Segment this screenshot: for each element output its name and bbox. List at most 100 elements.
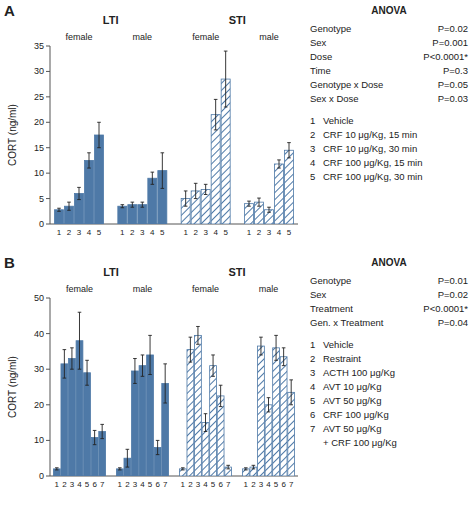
x-tick-label: 3 (267, 228, 272, 237)
x-tick-label: 4 (213, 228, 218, 237)
error-bar (247, 201, 251, 206)
x-tick-label: 2 (188, 480, 193, 489)
x-tick-label: 4 (87, 228, 92, 237)
figure: A05101520253035CORT (ng/ml)12345female12… (0, 0, 474, 505)
y-tick-label: 0 (39, 219, 44, 229)
anova-label: Genotype x Dose (310, 79, 383, 90)
key-label: CRF 100 μg/Kg, 30 min (323, 171, 422, 182)
error-bar (156, 440, 160, 454)
key-number: 2 (310, 129, 315, 140)
y-tick-label: 20 (34, 117, 44, 127)
y-tick-label: 5 (39, 194, 44, 204)
y-tick (46, 71, 50, 72)
key-number: 5 (310, 171, 315, 182)
error-bar (289, 380, 293, 405)
x-tick-label: 7 (289, 480, 294, 489)
x-tick-label: 5 (287, 228, 292, 237)
x-tick-label: 3 (259, 480, 264, 489)
key-label: CRF 10 μg/Kg, 30 min (323, 143, 417, 154)
error-bar (141, 202, 145, 207)
x-tick-label: 4 (140, 480, 145, 489)
error-bar (257, 198, 261, 206)
anova-value: P<0.0001* (423, 303, 468, 314)
x-tick-label: 5 (160, 228, 165, 237)
error-bar (67, 202, 71, 210)
key-label: Vehicle (323, 115, 354, 126)
error-bar (126, 449, 130, 467)
anova-label: Treatment (310, 303, 353, 314)
error-bar (93, 430, 97, 444)
x-tick-label: 1 (57, 228, 62, 237)
y-tick-label: 35 (34, 41, 44, 51)
anova-label: Dose (310, 51, 332, 62)
x-tick-label: 2 (62, 480, 67, 489)
error-bar (70, 348, 74, 369)
anova-value: P=0.001 (432, 37, 468, 48)
group-label: male (259, 32, 279, 42)
error-bar (189, 337, 193, 362)
error-bar (133, 359, 137, 384)
error-bar (219, 385, 223, 406)
x-tick-label: 6 (281, 480, 286, 489)
key-label: AVT 50 μg/Kg (323, 423, 381, 434)
error-bar (204, 184, 208, 194)
key-number: 3 (310, 367, 315, 378)
key-number: 1 (310, 339, 315, 350)
key-number: 3 (310, 143, 315, 154)
key-number: 1 (310, 115, 315, 126)
panel-letter: A (4, 2, 15, 19)
anova-value: P=0.3 (443, 65, 468, 76)
section-label: LTI (103, 266, 119, 278)
bar (118, 206, 127, 224)
key-label: Vehicle (323, 339, 354, 350)
anova-value: P=0.04 (438, 317, 468, 328)
x-tick-label: 5 (148, 480, 153, 489)
bar (280, 357, 287, 476)
error-bar (252, 465, 256, 469)
marks (53, 312, 294, 476)
error-bar (161, 153, 165, 189)
anova-label: Genotype (310, 275, 351, 286)
x-tick-label: 3 (70, 480, 75, 489)
bar (69, 359, 76, 476)
error-bar (121, 205, 125, 208)
error-bar (194, 183, 198, 198)
anova-value: P<0.0001* (423, 51, 468, 62)
x-tick-label: 6 (155, 480, 160, 489)
y-tick (46, 298, 50, 299)
x-tick-label: 4 (77, 480, 82, 489)
x-tick-label: 5 (97, 228, 102, 237)
error-bar (287, 143, 291, 158)
section-label: LTI (103, 14, 119, 26)
anova-title: ANOVA (371, 257, 406, 268)
bar (195, 335, 202, 476)
y-tick (46, 46, 50, 47)
x-tick-label: 3 (196, 480, 201, 489)
y-tick (46, 369, 50, 370)
error-bar (274, 335, 278, 360)
x-tick-label: 1 (247, 228, 252, 237)
y-tick-label: 25 (34, 92, 44, 102)
error-bar (163, 364, 167, 403)
error-bar (181, 468, 185, 470)
marks (55, 51, 294, 224)
x-tick-label: 4 (277, 228, 282, 237)
group-label: female (65, 32, 92, 42)
section-label: STI (229, 14, 246, 26)
y-tick (46, 96, 50, 97)
error-bar (184, 191, 188, 206)
group-label: female (66, 284, 93, 294)
error-bar (131, 202, 135, 207)
error-bar (214, 99, 218, 130)
anova-title: ANOVA (371, 5, 406, 16)
section-label: STI (228, 266, 245, 278)
error-bar (55, 468, 59, 470)
anova-value: P=0.02 (438, 23, 468, 34)
anova-label: Sex (310, 289, 327, 300)
key-label: AVT 10 μg/Kg (323, 381, 381, 392)
y-tick (46, 122, 50, 123)
error-bar (151, 172, 155, 184)
x-tick-label: 1 (118, 480, 123, 489)
bar (275, 164, 284, 224)
error-bar (77, 187, 81, 199)
